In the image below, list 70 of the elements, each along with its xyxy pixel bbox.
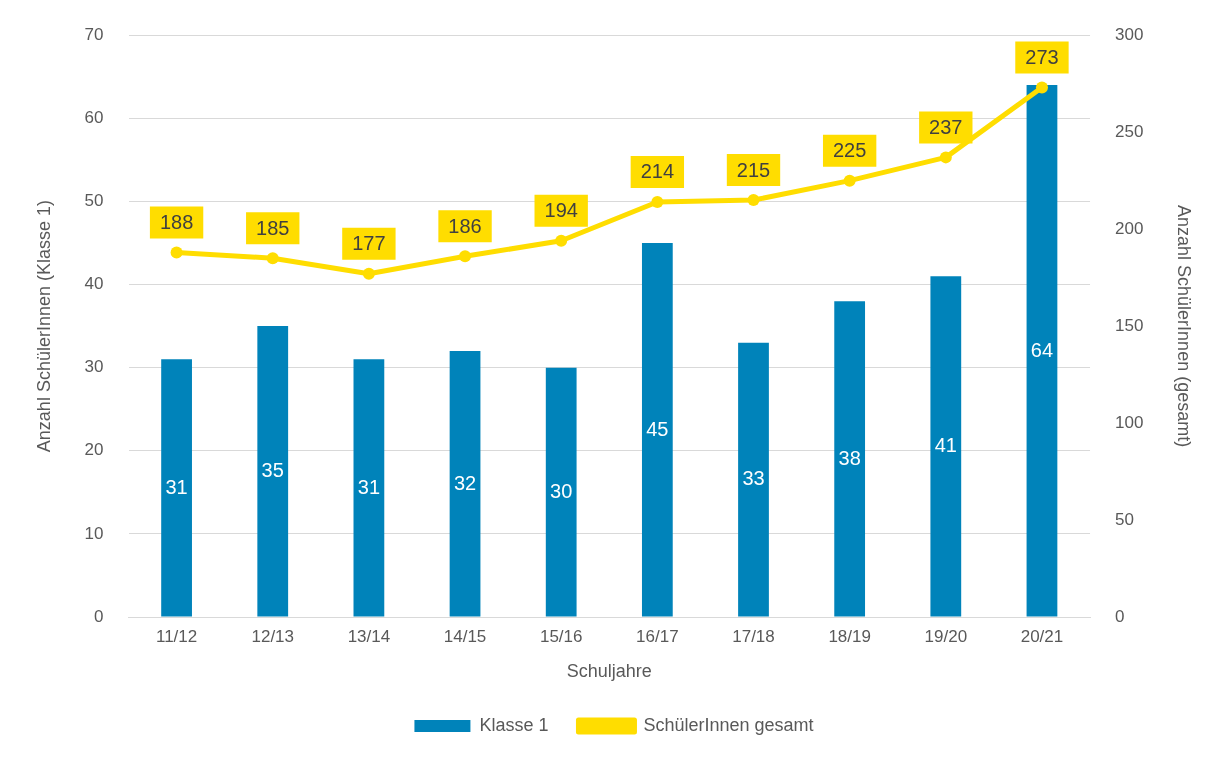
bar: [449, 351, 481, 617]
data-label: 188: [159, 210, 194, 233]
x-tick-label: 20/21: [1020, 626, 1064, 646]
bar: [834, 301, 866, 617]
point: [843, 174, 856, 187]
y-tick-label: 10: [84, 523, 104, 543]
data-label: 194: [544, 199, 578, 222]
data-label: 177: [352, 232, 386, 255]
point: [362, 267, 375, 280]
y-tick-label: 40: [84, 274, 104, 294]
bar: [353, 359, 385, 617]
data-label: 237: [929, 115, 963, 138]
x-axis-title: Schuljahre: [566, 661, 652, 682]
data-label: 215: [736, 158, 771, 181]
point: [939, 151, 952, 164]
y-tick-label: 70: [84, 24, 104, 44]
y2-tick-label: 150: [1115, 315, 1144, 335]
data-label: 186: [448, 214, 482, 237]
y-tick-label: 60: [84, 108, 104, 127]
x-tick-label: 12/13: [251, 626, 295, 646]
x-tick-label: 11/12: [155, 626, 198, 646]
x-tick-label: 17/18: [732, 626, 775, 646]
data-label: 273: [1025, 46, 1059, 69]
data-label: 41: [934, 434, 957, 457]
bar: [257, 326, 289, 617]
bar: [641, 242, 673, 617]
y2-tick-label: 0: [1115, 606, 1125, 626]
x-tick-label: 19/20: [924, 626, 968, 646]
point: [459, 250, 472, 263]
x-tick-label: 16/17: [636, 626, 679, 646]
y-tick-label: 50: [84, 191, 104, 211]
point: [266, 252, 279, 265]
data-label: 35: [261, 459, 284, 482]
y-axis-title: Anzahl SchülerInnen (Klasse 1): [33, 200, 54, 453]
bar: [545, 367, 577, 617]
data-label: 33: [742, 467, 765, 490]
data-label: 38: [838, 446, 861, 469]
y2-axis-title: Anzahl SchülerInnen (gesamt): [1174, 205, 1195, 448]
y2-tick-label: 250: [1115, 121, 1144, 141]
data-label: 32: [453, 471, 477, 494]
data-label: 45: [646, 417, 669, 440]
data-label: 214: [640, 160, 675, 183]
y2-tick-label: 100: [1115, 412, 1144, 432]
point: [747, 194, 760, 207]
y2-tick-label: 200: [1115, 218, 1144, 238]
y-tick-label: 30: [84, 357, 104, 377]
point: [555, 234, 568, 247]
legend-label: SchülerInnen gesamt: [643, 714, 814, 735]
x-tick-label: 15/16: [539, 626, 583, 646]
y2-tick-label: 300: [1115, 24, 1144, 44]
y-tick-label: 0: [94, 606, 104, 626]
y-tick-label: 20: [84, 440, 104, 460]
x-tick-label: 14/15: [443, 626, 487, 646]
y2-tick-label: 50: [1115, 509, 1134, 529]
point: [170, 246, 183, 259]
data-label: 31: [165, 475, 188, 498]
bar: [1026, 85, 1058, 617]
bar: [161, 359, 192, 617]
legend-label: Klasse 1: [479, 714, 549, 735]
data-label: 64: [1030, 338, 1054, 361]
point: [1035, 81, 1048, 94]
data-label: 30: [550, 479, 573, 502]
point: [651, 195, 664, 208]
bar: [738, 342, 769, 617]
data-label: 185: [256, 216, 290, 239]
x-tick-label: 13/14: [347, 626, 391, 646]
bar: [930, 276, 962, 617]
x-tick-label: 18/19: [828, 626, 871, 646]
data-label: 225: [832, 139, 867, 162]
data-label: 31: [357, 475, 381, 498]
